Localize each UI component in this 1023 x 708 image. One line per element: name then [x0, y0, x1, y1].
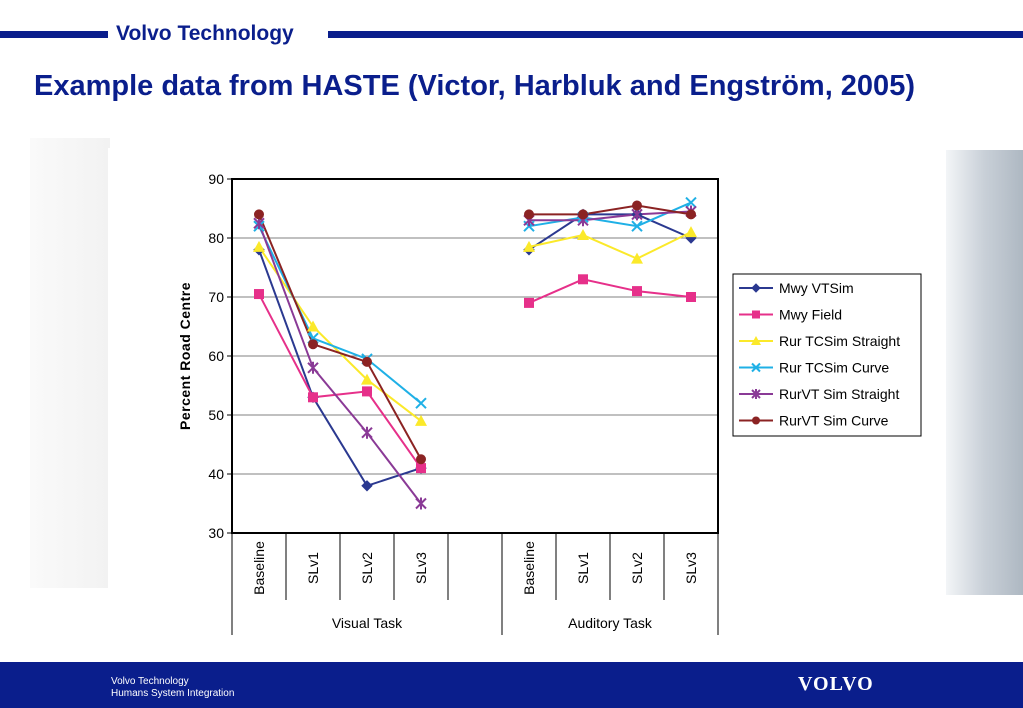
- x-category-label: Baseline: [521, 541, 537, 595]
- x-category-label: SLv1: [305, 552, 321, 584]
- legend-label: RurVT Sim Curve: [779, 413, 889, 429]
- series-line: [528, 278, 692, 304]
- brand-name: Volvo Technology: [116, 22, 294, 45]
- y-tick-label: 60: [208, 348, 224, 364]
- x-category-label: SLv3: [683, 552, 699, 584]
- series-line: [529, 210, 692, 222]
- data-point: [361, 480, 373, 492]
- data-point: [308, 339, 318, 350]
- data-point: [523, 240, 535, 252]
- y-tick-label: 80: [208, 230, 224, 246]
- data-point: [524, 297, 534, 308]
- data-point: [254, 289, 264, 300]
- x-category-label: SLv2: [359, 552, 375, 584]
- data-point: [254, 209, 264, 220]
- series-line: [528, 231, 692, 260]
- header-rule-right: [328, 31, 1023, 38]
- left-background-tint: [30, 138, 110, 588]
- series-line: [258, 249, 422, 487]
- header-rule-left: [0, 31, 108, 38]
- data-point: [686, 292, 696, 302]
- data-point: [307, 361, 319, 374]
- y-tick-label: 40: [208, 466, 224, 482]
- data-point: [631, 252, 643, 264]
- series-line: [258, 225, 422, 404]
- series-line: [529, 204, 692, 216]
- data-point: [632, 286, 642, 297]
- data-point: [524, 209, 534, 220]
- data-point: [578, 209, 588, 220]
- legend-label: Mwy Field: [779, 307, 842, 323]
- x-group-label: Visual Task: [332, 615, 403, 631]
- plot-frame: [231, 178, 719, 534]
- data-point: [308, 392, 318, 403]
- data-point: [751, 362, 761, 373]
- series-line: [528, 213, 692, 251]
- data-point: [632, 200, 642, 211]
- y-tick-label: 90: [208, 171, 224, 187]
- slide-title: Example data from HASTE (Victor, Harbluk…: [34, 70, 915, 102]
- y-tick-label: 70: [208, 289, 224, 305]
- legend-label: RurVT Sim Straight: [779, 386, 899, 402]
- x-category-label: SLv3: [413, 552, 429, 584]
- data-point: [361, 373, 373, 385]
- y-tick-label: 30: [208, 525, 224, 541]
- data-point: [751, 389, 761, 399]
- data-point: [361, 426, 373, 439]
- data-point: [752, 310, 760, 319]
- y-tick-label: 50: [208, 407, 224, 423]
- data-point: [415, 414, 427, 426]
- footer-bar: [0, 662, 1023, 708]
- data-point: [416, 454, 426, 465]
- data-point: [362, 386, 372, 397]
- data-point: [577, 229, 589, 241]
- data-point: [362, 356, 372, 367]
- volvo-logo: VOLVO: [798, 673, 874, 695]
- data-point: [578, 274, 588, 285]
- data-point: [751, 336, 761, 345]
- data-point: [686, 209, 696, 220]
- legend-label: Mwy VTSim: [779, 280, 854, 296]
- x-category-label: SLv1: [575, 552, 591, 584]
- legend-label: Rur TCSim Curve: [779, 360, 889, 376]
- data-point: [253, 240, 265, 252]
- x-group-label: Auditory Task: [568, 615, 653, 631]
- data-point: [751, 283, 761, 293]
- legend-box: [732, 273, 922, 437]
- y-axis-label: Percent Road Centre: [177, 282, 193, 430]
- series-line: [528, 201, 692, 228]
- data-point: [752, 416, 760, 425]
- data-point: [415, 497, 427, 510]
- footer-department: Humans System Integration: [111, 688, 235, 699]
- data-point: [631, 220, 643, 232]
- data-point: [307, 320, 319, 332]
- data-point: [685, 226, 697, 238]
- footer-company: Volvo Technology: [111, 676, 189, 687]
- series-line: [258, 214, 422, 460]
- series-line: [258, 293, 422, 469]
- data-point: [415, 397, 427, 409]
- series-line: [258, 222, 422, 505]
- data-point: [685, 196, 697, 209]
- x-category-label: Baseline: [251, 541, 267, 595]
- legend-label: Rur TCSim Straight: [779, 333, 900, 349]
- data-point: [416, 463, 426, 474]
- x-category-label: SLv2: [629, 552, 645, 584]
- right-background-gradient: [945, 150, 1023, 595]
